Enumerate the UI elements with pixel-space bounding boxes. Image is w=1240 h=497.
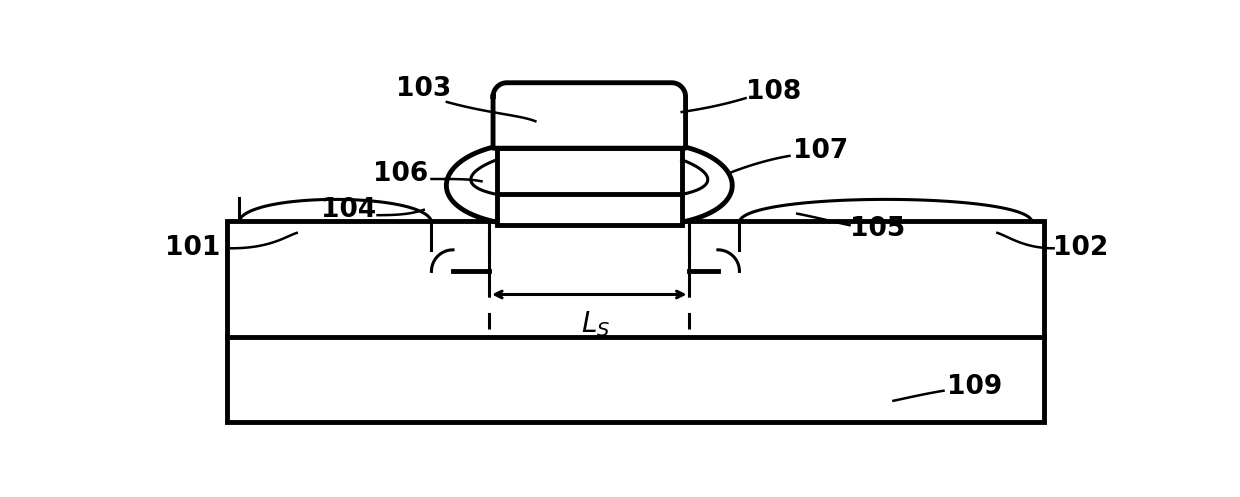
Bar <box>227 221 1044 421</box>
Text: $L_S$: $L_S$ <box>580 309 610 338</box>
Text: 103: 103 <box>396 76 451 102</box>
Text: 106: 106 <box>373 161 428 186</box>
Text: 108: 108 <box>746 79 802 105</box>
Text: 101: 101 <box>165 235 221 261</box>
Polygon shape <box>494 83 686 148</box>
Bar <box>497 148 682 225</box>
Text: 104: 104 <box>321 197 377 223</box>
Text: 102: 102 <box>1053 235 1109 261</box>
Text: 105: 105 <box>851 216 905 242</box>
Text: 107: 107 <box>792 138 848 164</box>
Text: 109: 109 <box>946 374 1002 400</box>
